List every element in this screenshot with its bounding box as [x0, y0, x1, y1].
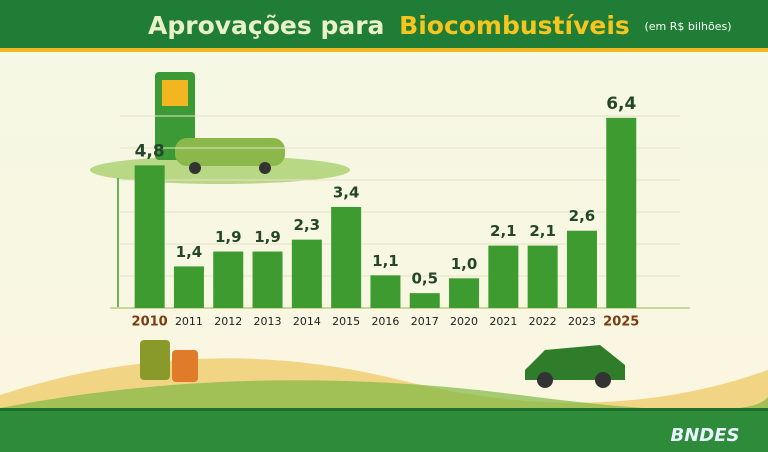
value-label: 2,3: [294, 216, 321, 234]
x-tick-label: 2022: [529, 315, 557, 328]
plot-area: 4,8 2010 1,4 2011 1,9 2012 1,9 2013 2,3 2014 3,4 20…: [110, 94, 690, 330]
field-decoration: [0, 380, 768, 411]
x-tick-label: 2021: [489, 315, 517, 328]
value-label: 1,9: [215, 228, 242, 246]
x-tick-label: 2013: [254, 315, 282, 328]
x-tick-label: 2014: [293, 315, 321, 328]
car-wheel: [595, 372, 611, 388]
value-label: 2,1: [490, 222, 517, 240]
footer-stripe: [0, 408, 768, 411]
x-tick-label: 2012: [214, 315, 242, 328]
footer-band: [0, 408, 768, 452]
value-label: 1,4: [176, 243, 203, 261]
header-band: [0, 0, 768, 48]
x-tick-label: 2025: [603, 315, 639, 330]
x-tick-label: 2020: [450, 315, 478, 328]
chart-title: Aprovações para Biocombustíveis (em R$ b…: [148, 11, 732, 40]
x-tick-label: 2011: [175, 315, 203, 328]
bar: [449, 278, 480, 308]
fuel-pump-screen: [162, 80, 188, 106]
value-label: 4,8: [135, 141, 165, 161]
bar: [291, 239, 322, 308]
x-tick-label: 2023: [568, 315, 596, 328]
bar: [213, 251, 244, 308]
subtitle: (em R$ bilhões): [645, 20, 732, 33]
x-tick-label: 2015: [332, 315, 360, 328]
barrel-icon: [140, 340, 170, 380]
bar: [566, 230, 597, 308]
bar: [409, 293, 440, 308]
truck-icon: [175, 138, 285, 166]
bar: [606, 117, 637, 308]
value-label: 1,9: [254, 228, 281, 246]
title-main: Aprovações para: [148, 11, 384, 40]
x-tick-label: 2010: [132, 315, 168, 330]
value-label: 3,4: [333, 183, 360, 201]
truck-wheel: [189, 162, 201, 174]
bar: [331, 206, 362, 308]
x-tick-label: 2016: [371, 315, 399, 328]
barrel-icon: [172, 350, 198, 382]
bar: [252, 251, 283, 308]
x-tick-label: 2017: [411, 315, 439, 328]
title-highlight: Biocombustíveis: [399, 11, 630, 40]
bar: [370, 275, 401, 308]
value-label: 2,1: [529, 222, 556, 240]
bar: [488, 245, 519, 308]
car-wheel: [537, 372, 553, 388]
bar: [134, 165, 165, 308]
value-label: 1,0: [451, 255, 478, 273]
value-label: 6,4: [606, 94, 636, 114]
bar: [173, 266, 204, 308]
value-label: 1,1: [372, 252, 399, 270]
truck-wheel: [259, 162, 271, 174]
brand-logo: BNDES: [671, 425, 740, 446]
car-icon: [525, 345, 625, 380]
value-label: 2,6: [569, 207, 596, 225]
bar: [527, 245, 558, 308]
value-label: 0,5: [411, 270, 438, 288]
header-stripe: [0, 48, 768, 52]
